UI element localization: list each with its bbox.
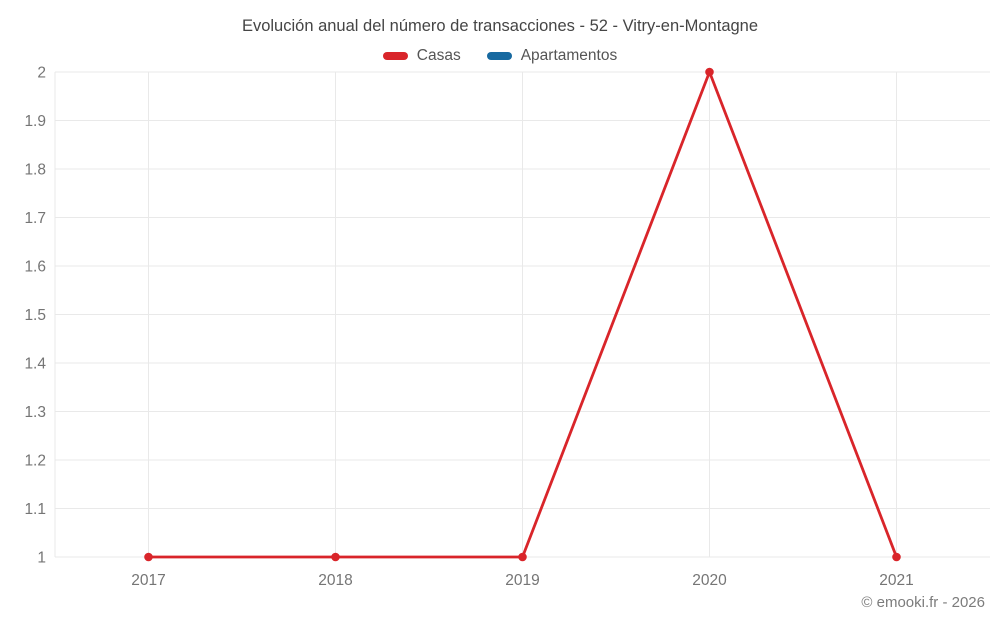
- y-axis-tick-label: 1.6: [24, 259, 46, 276]
- legend-label-apartamentos: Apartamentos: [520, 47, 618, 64]
- legend: Casas Apartamentos: [0, 47, 1000, 65]
- gridlines: [54, 71, 990, 558]
- chart-title: Evolución anual del número de transaccio…: [241, 17, 759, 35]
- x-axis-tick-label: 2020: [692, 572, 727, 589]
- y-axis-tick-label: 1: [37, 550, 46, 567]
- legend-label-casas: Casas: [416, 47, 461, 64]
- axis-tick-labels: 1 1.1 1.2 1.3 1.4 1.5 1.6 1.7 1.8 1.9 2 2017 2018 201…: [24, 65, 913, 590]
- data-point-casas[interactable]: [518, 552, 527, 562]
- y-axis-tick-label: 1.5: [24, 307, 46, 324]
- x-axis-tick-label: 2021: [879, 572, 913, 589]
- series-layer: [144, 67, 901, 562]
- legend-item-casas[interactable]: Casas: [382, 47, 461, 65]
- y-axis-tick-label: 1.3: [24, 404, 46, 421]
- y-axis-tick-label: 1.8: [24, 162, 46, 179]
- legend-item-apartamentos[interactable]: Apartamentos: [486, 47, 618, 65]
- y-axis-tick-label: 1.2: [24, 453, 46, 470]
- y-axis-tick-label: 2: [37, 65, 46, 82]
- y-axis-tick-label: 1.1: [24, 501, 46, 518]
- data-point-casas[interactable]: [144, 552, 153, 562]
- legend-swatch-casas: [382, 52, 408, 60]
- data-point-casas[interactable]: [705, 67, 714, 77]
- y-axis-tick-label: 1.7: [24, 210, 46, 227]
- copyright: © emooki.fr - 2026: [861, 594, 985, 611]
- data-point-casas[interactable]: [892, 552, 901, 562]
- data-point-casas[interactable]: [331, 552, 340, 562]
- y-axis-tick-label: 1.9: [24, 113, 46, 130]
- y-axis-tick-label: 1.4: [24, 356, 46, 373]
- x-axis-tick-label: 2019: [505, 572, 539, 589]
- x-axis-tick-label: 2017: [131, 572, 165, 589]
- x-axis-tick-label: 2018: [318, 572, 352, 589]
- legend-swatch-apartamentos: [486, 52, 512, 60]
